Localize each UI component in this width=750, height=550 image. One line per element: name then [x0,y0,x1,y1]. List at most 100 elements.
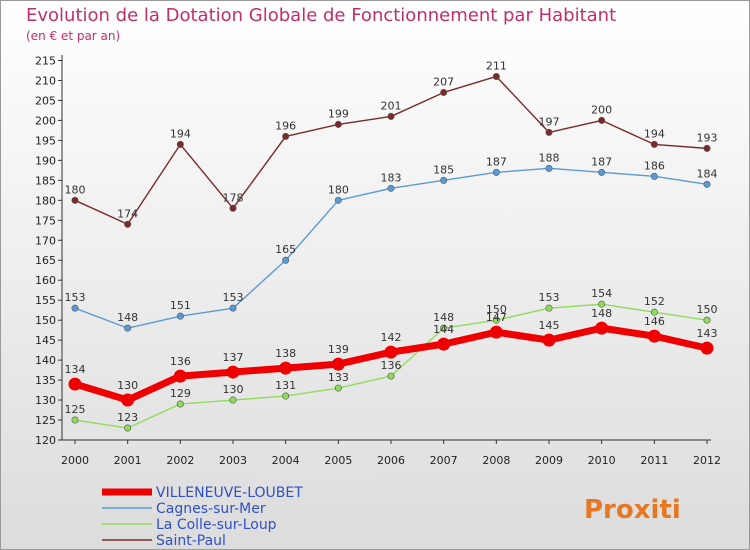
data-point [492,72,500,80]
data-point [71,196,79,204]
data-label: 193 [697,131,718,144]
data-label: 153 [65,291,86,304]
data-label: 196 [275,119,296,132]
data-label: 178 [223,191,244,204]
x-tick-label: 2010 [588,454,616,467]
data-label: 187 [591,155,612,168]
legend-item-villeneuve-loubet: VILLENEUVE-LOUBET [102,485,303,501]
data-label: 152 [644,295,665,308]
data-point [598,116,606,124]
data-label: 134 [65,363,86,376]
data-point [71,304,79,312]
x-tick-label: 2011 [640,454,668,467]
data-label: 200 [591,103,612,116]
y-tick-label: 210 [35,74,56,87]
data-label: 133 [328,371,349,384]
series-cagnes-sur-mer [71,164,711,332]
data-point [545,164,553,172]
data-point [489,325,503,339]
data-point [279,361,293,375]
data-label: 139 [328,343,349,356]
data-point [492,168,500,176]
y-tick-label: 215 [35,55,56,68]
data-point [229,396,237,404]
data-label: 148 [433,311,454,324]
x-tick-label: 2003 [219,454,247,467]
y-tick-label: 165 [35,254,56,267]
y-tick-label: 190 [35,154,56,167]
data-labels-layer: 180 174 194 178 196 199 201 207 211 197 200 194 193 1… [65,59,718,424]
proxiti-logo: Proxiti [584,495,681,525]
data-label: 199 [328,107,349,120]
data-label: 130 [117,379,138,392]
data-point [334,384,342,392]
y-tick-label: 205 [35,94,56,107]
data-point [545,128,553,136]
y-tick-label: 185 [35,174,56,187]
x-tick-label: 2006 [377,454,405,467]
data-label: 207 [433,75,454,88]
y-tick-label: 130 [35,394,56,407]
data-point [598,168,606,176]
legend-label: La Colle-sur-Loup [156,517,277,533]
y-tick-label: 150 [35,314,56,327]
data-point [650,172,658,180]
series-layer [68,72,714,432]
data-label: 174 [117,207,138,220]
data-point [226,365,240,379]
data-point [229,204,237,212]
data-label: 183 [381,171,402,184]
data-point [437,337,451,351]
data-label: 211 [486,59,507,72]
data-point [387,184,395,192]
legend-item-saint-paul: Saint-Paul [102,533,226,549]
y-tick-label: 195 [35,134,56,147]
data-point [440,88,448,96]
data-point [387,112,395,120]
data-point [331,357,345,371]
y-tick-label: 200 [35,114,56,127]
legend-label: VILLENEUVE-LOUBET [156,485,303,501]
chart-title: Evolution de la Dotation Globale de Fonc… [26,5,616,26]
data-label: 150 [486,303,507,316]
data-label: 123 [117,411,138,424]
y-tick-label: 175 [35,214,56,227]
data-label: 180 [328,183,349,196]
data-point [282,256,290,264]
data-point [124,324,132,332]
data-point [595,321,609,335]
data-point [545,304,553,312]
data-label: 194 [170,127,191,140]
legend-item-la-colle-sur-loup: La Colle-sur-Loup [102,517,277,533]
data-label: 185 [433,163,454,176]
data-point [703,316,711,324]
data-label: 153 [223,291,244,304]
data-point [384,345,398,359]
data-point [282,392,290,400]
data-point [703,180,711,188]
data-point [492,316,500,324]
data-point [176,312,184,320]
data-point [229,304,237,312]
data-label: 129 [170,387,191,400]
x-tick-label: 2012 [693,454,721,467]
data-label: 153 [539,291,560,304]
data-label: 184 [697,167,718,180]
data-label: 154 [591,287,612,300]
data-label: 186 [644,159,665,172]
data-point [176,400,184,408]
data-label: 136 [170,355,191,368]
data-point [124,220,132,228]
data-point [334,196,342,204]
data-label: 197 [539,115,560,128]
data-label: 148 [117,311,138,324]
y-tick-label: 125 [35,414,56,427]
chart-subtitle: (en € et par an) [26,29,120,43]
data-label: 143 [697,327,718,340]
series-villeneuve-loubet [68,321,714,407]
data-point [440,176,448,184]
data-point [173,369,187,383]
